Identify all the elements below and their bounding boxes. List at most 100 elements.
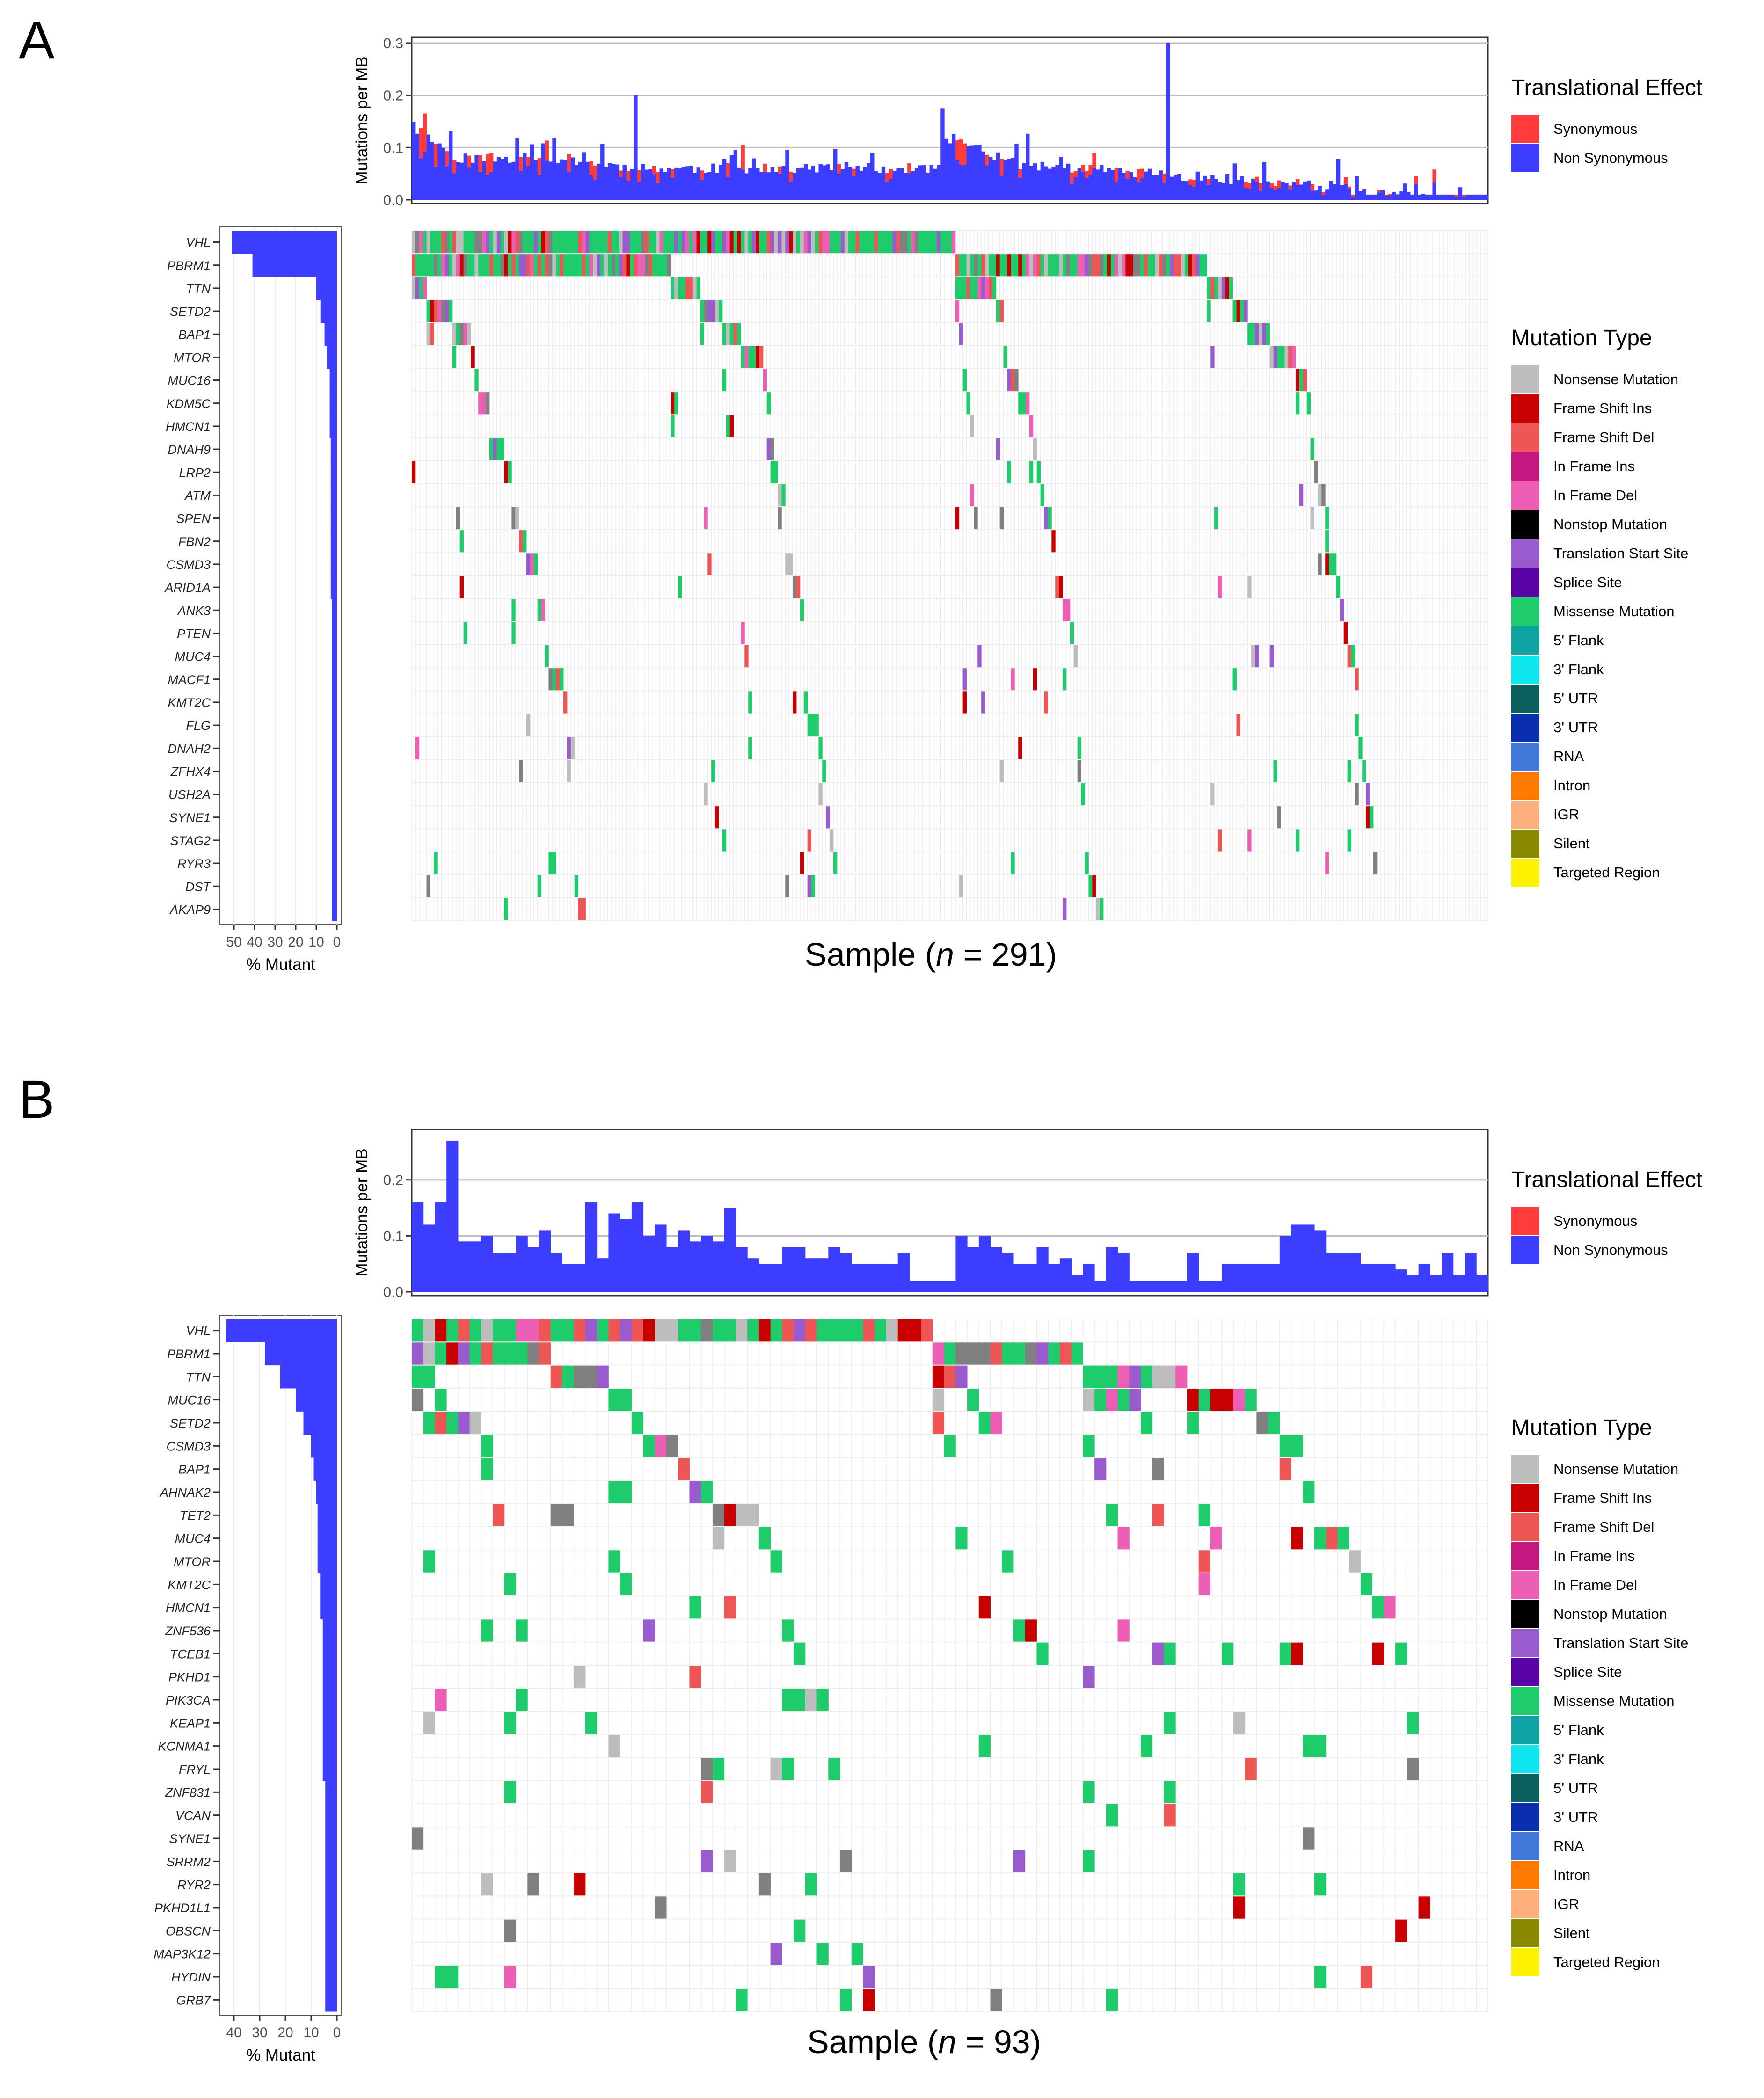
mutation-cell	[537, 599, 542, 621]
mutation-cell	[685, 231, 690, 254]
legend-label: Silent	[1553, 1925, 1590, 1941]
gene-label: HYDIN	[171, 1970, 211, 1984]
pct-bar	[332, 806, 337, 829]
tmb-bar-nonsynonymous	[1436, 194, 1440, 200]
mutation-cell	[955, 1527, 968, 1550]
tmb-bar-nonsynonymous	[967, 1247, 979, 1292]
mutation-cell	[1325, 530, 1329, 553]
tmb-tick-label: 0.1	[383, 139, 403, 156]
mutation-cell	[816, 1943, 829, 1965]
mutation-cell	[1040, 254, 1044, 277]
legend-swatch	[1511, 1716, 1539, 1744]
mutation-cell	[1198, 1573, 1210, 1595]
mutation-cell	[667, 254, 671, 277]
mutation-cell	[796, 231, 801, 254]
tmb-bar-nonsynonymous	[1373, 194, 1378, 200]
tmb-bar-nonsynonymous	[918, 165, 923, 200]
legend-label: Frame Shift Ins	[1553, 400, 1652, 416]
pct-bar	[332, 759, 337, 783]
mutation-cell	[1288, 346, 1292, 368]
mutation-cell	[530, 553, 534, 575]
legend-item: Frame Shift Del	[1511, 1513, 1755, 1542]
mutation-cell	[1221, 277, 1226, 299]
tmb-bar-nonsynonymous	[652, 174, 656, 200]
pct-bar	[325, 1919, 337, 1943]
legend-item: IGR	[1511, 1890, 1755, 1919]
mutation-cell	[1147, 254, 1152, 277]
mutation-cell	[585, 1365, 598, 1388]
legend-swatch	[1511, 394, 1539, 423]
mutation-cell	[844, 231, 849, 254]
tmb-bar-nonsynonymous	[1048, 168, 1052, 200]
gene-label: ANK3	[176, 604, 211, 618]
mutation-cell	[458, 1319, 470, 1342]
tmb-bar-nonsynonymous	[471, 162, 475, 200]
mutation-cell	[496, 231, 501, 254]
gene-label: PKHD1L1	[154, 1901, 211, 1915]
mutation-cell	[550, 1504, 562, 1526]
mutation-cell	[932, 1389, 945, 1411]
mutation-cell	[1125, 254, 1130, 277]
mutation-cell	[704, 507, 708, 530]
tmb-bar-nonsynonymous	[1244, 188, 1248, 200]
gene-label: SYNE1	[169, 1832, 211, 1846]
pct-bar	[322, 1619, 337, 1643]
mutation-cell	[955, 277, 960, 299]
tmb-bar-nonsynonymous	[1407, 191, 1411, 200]
pct-bar	[316, 1480, 337, 1504]
mutation-cell	[1314, 1735, 1327, 1757]
mutation-cell	[774, 461, 778, 483]
tmb-bar-nonsynonymous	[1399, 191, 1403, 200]
mutation-cell	[1011, 369, 1015, 392]
mutation-cell	[1011, 668, 1015, 691]
tmb-bar-nonsynonymous	[1245, 1264, 1257, 1292]
tmb-bar-synonymous	[999, 158, 1004, 176]
tmb-bar-nonsynonymous	[1170, 176, 1174, 200]
tmb-bar-nonsynonymous	[1162, 182, 1166, 200]
mutation-cell	[619, 231, 623, 254]
tmb-bar-nonsynonymous	[704, 173, 708, 200]
gene-label: AKAP9	[169, 903, 211, 917]
pct-bar	[332, 714, 337, 737]
mutation-cell	[959, 277, 963, 299]
mutation-cell	[516, 1619, 528, 1642]
mutation-cell	[1081, 783, 1085, 806]
legend-item: Nonstop Mutation	[1511, 510, 1755, 539]
mutation-cell	[833, 231, 838, 254]
mutation-cell	[508, 231, 512, 254]
legend-swatch	[1511, 1629, 1539, 1657]
pct-bar	[325, 1988, 337, 2012]
tmb-bar-synonymous	[1321, 192, 1326, 195]
mutation-cell	[445, 300, 449, 322]
tmb-bar-nonsynonymous	[1225, 174, 1230, 200]
mutation-cell	[1048, 1342, 1060, 1365]
tmb-bar-nonsynonymous	[785, 150, 789, 200]
mutation-cell	[415, 737, 420, 759]
gene-label: BAP1	[178, 328, 211, 342]
mutation-cell	[848, 231, 852, 254]
mutation-cell	[1026, 254, 1030, 277]
mutation-cell	[793, 231, 797, 254]
mutation-cell	[851, 1943, 863, 1965]
mutation-cell	[863, 1966, 875, 1988]
mutation-cell	[978, 1596, 991, 1619]
legend-item: RNA	[1511, 1832, 1755, 1861]
pct-bar	[325, 1780, 337, 1804]
tmb-bar-nonsynonymous	[1188, 184, 1193, 200]
legend-swatch	[1511, 452, 1539, 481]
tmb-bar-synonymous	[1092, 153, 1096, 168]
tmb-bar-nonsynonymous	[582, 152, 586, 200]
tmb-bar-nonsynonymous	[932, 1281, 945, 1292]
legend-item: Synonymous	[1511, 115, 1755, 144]
pct-bar	[296, 1388, 337, 1412]
mutation-cell	[807, 875, 812, 897]
mutation-cell	[539, 1342, 551, 1365]
legend-swatch	[1511, 801, 1539, 829]
mutation-cell	[770, 1943, 782, 1965]
mutation-cell	[1296, 369, 1300, 392]
mutation-cell	[704, 231, 708, 254]
mutation-cell	[724, 1504, 736, 1526]
mutation-cell	[1107, 254, 1111, 277]
tmb-bar-nonsynonymous	[1221, 183, 1226, 200]
mutation-cell	[445, 231, 449, 254]
